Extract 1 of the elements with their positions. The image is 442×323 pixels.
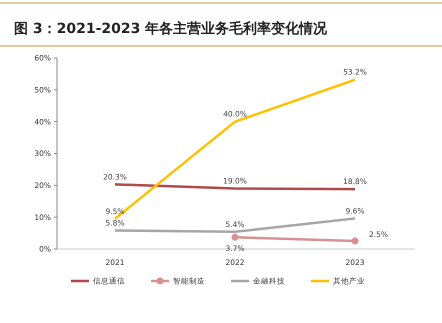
chart-title: 图 3：2021-2023 年各主营业务毛利率变化情况	[14, 20, 328, 37]
